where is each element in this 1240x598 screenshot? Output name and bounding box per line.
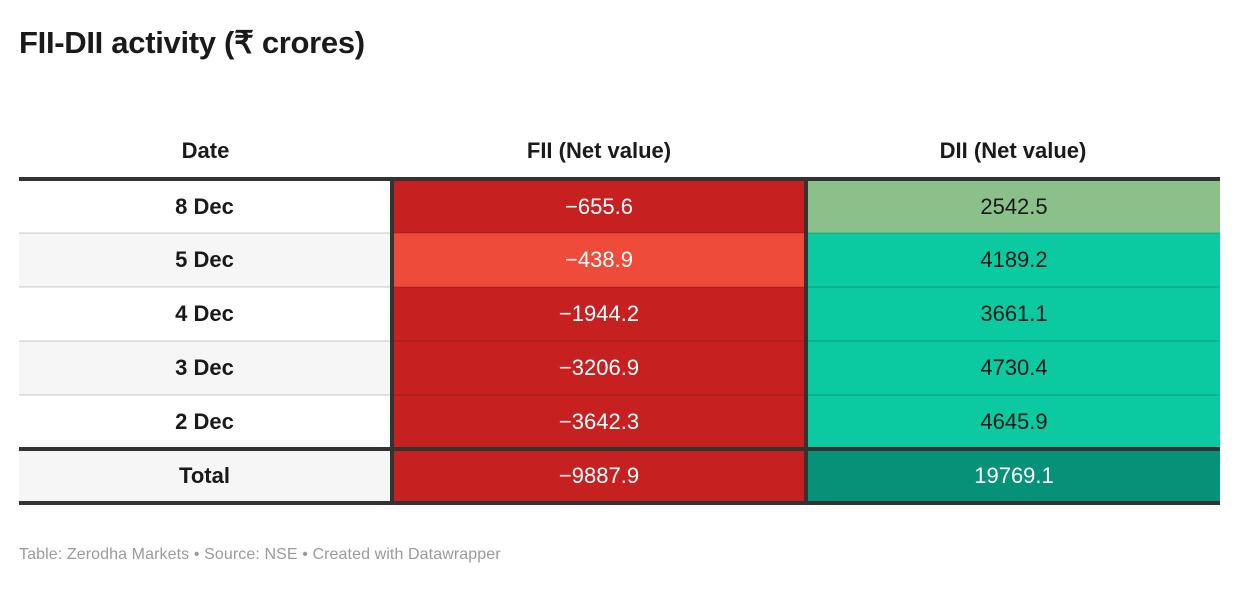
fii-value-cell: −655.6 <box>390 179 806 233</box>
dii-value-cell: 4645.9 <box>804 394 1220 449</box>
page-title: FII-DII activity (₹ crores) <box>19 25 365 60</box>
total-dii-value-cell: 19769.1 <box>804 447 1220 505</box>
table-body: 8 Dec −655.6 2542.5 5 Dec −438.9 4189.2 … <box>19 179 1220 505</box>
table-row: 5 Dec −438.9 4189.2 <box>19 232 1220 287</box>
total-label-cell: Total <box>19 447 392 505</box>
header-row: Date FII (Net value) DII (Net value) <box>19 125 1220 181</box>
column-header-fii: FII (Net value) <box>392 125 806 181</box>
column-header-date: Date <box>19 125 392 181</box>
fii-value-cell: −3206.9 <box>390 340 806 395</box>
date-cell: 2 Dec <box>19 394 392 449</box>
dii-value-cell: 3661.1 <box>804 286 1220 341</box>
attribution-footer: Table: Zerodha Markets • Source: NSE • C… <box>19 546 501 563</box>
table-row: 8 Dec −655.6 2542.5 <box>19 179 1220 233</box>
date-cell: 3 Dec <box>19 340 392 395</box>
page: FII-DII activity (₹ crores) Date FII (Ne… <box>19 25 1220 563</box>
fii-value-cell: −3642.3 <box>390 394 806 449</box>
table-header: Date FII (Net value) DII (Net value) <box>19 125 1220 181</box>
table-row: 4 Dec −1944.2 3661.1 <box>19 286 1220 341</box>
date-cell: 4 Dec <box>19 286 392 341</box>
fii-value-cell: −438.9 <box>390 232 806 287</box>
fii-value-cell: −1944.2 <box>390 286 806 341</box>
column-header-dii: DII (Net value) <box>806 125 1220 181</box>
dii-value-cell: 4730.4 <box>804 340 1220 395</box>
dii-value-cell: 2542.5 <box>804 179 1220 233</box>
total-fii-value-cell: −9887.9 <box>390 447 806 505</box>
fii-dii-table: Date FII (Net value) DII (Net value) 8 D… <box>19 125 1220 505</box>
table-row: 3 Dec −3206.9 4730.4 <box>19 340 1220 395</box>
total-row: Total −9887.9 19769.1 <box>19 447 1220 505</box>
date-cell: 5 Dec <box>19 232 392 287</box>
date-cell: 8 Dec <box>19 179 392 233</box>
dii-value-cell: 4189.2 <box>804 232 1220 287</box>
table-row: 2 Dec −3642.3 4645.9 <box>19 394 1220 449</box>
